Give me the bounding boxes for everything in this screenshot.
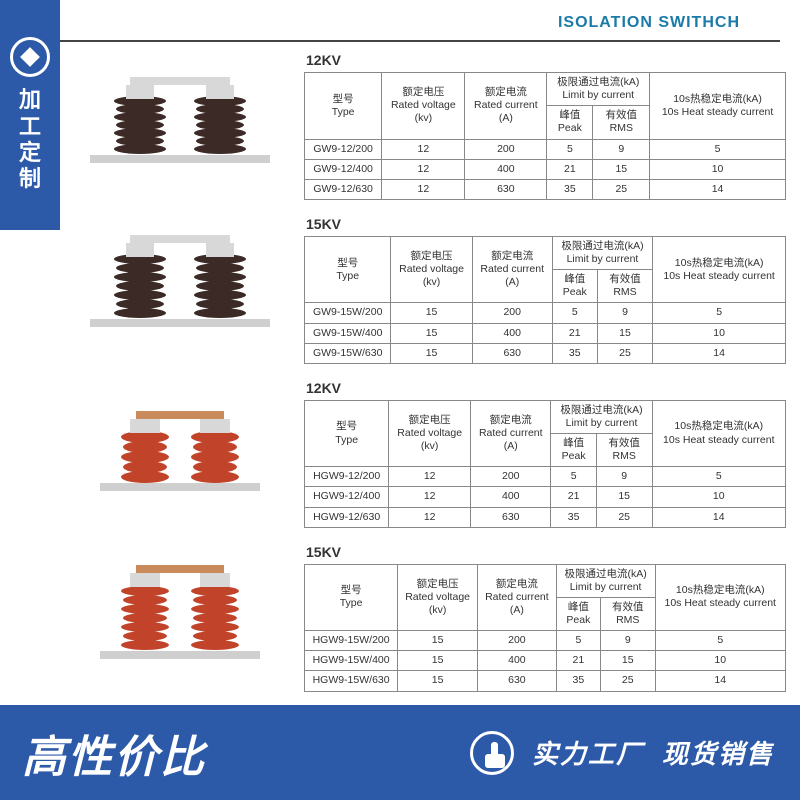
table-row: HGW9-12/40012400211510 <box>305 487 786 507</box>
col-peak: 峰值Peak <box>547 106 593 139</box>
header-rule <box>60 40 780 42</box>
table-row: GW9-15W/63015630352514 <box>305 343 786 363</box>
col-limit-group: 极限通过电流(kA)Limit by current <box>547 73 650 106</box>
hand-pointer-icon <box>470 731 514 775</box>
bottom-banner: 高性价比 实力工厂 现货销售 <box>0 705 800 800</box>
col-hs: 10s热稳定电流(kA)10s Heat steady current <box>650 73 786 140</box>
voltage-label: 15KV <box>306 216 786 232</box>
table-row: HGW9-12/63012630352514 <box>305 507 786 527</box>
table-wrap: 15KV 型号Type 额定电压Rated voltage(kv) 额定电流Ra… <box>304 214 786 364</box>
table-row: HGW9-15W/20015200595 <box>305 631 786 651</box>
table-wrap: 12KV 型号Type 额定电压Rated voltage(kv) 额定电流Ra… <box>304 50 786 200</box>
product-illustration <box>70 542 290 672</box>
banner-right: 实力工厂 现货销售 <box>470 731 800 775</box>
product-illustration <box>70 378 290 508</box>
isolator-illustration-icon <box>80 219 280 339</box>
spec-section: 15KV 型号Type 额定电压Rated voltage(kv) 额定电流Ra… <box>70 542 786 692</box>
spec-section: 15KV 型号Type 额定电压Rated voltage(kv) 额定电流Ra… <box>70 214 786 364</box>
spec-table: 型号Type 额定电压Rated voltage(kv) 额定电流Rated c… <box>304 564 786 692</box>
isolator-illustration-icon <box>80 383 280 503</box>
badge-char: 制 <box>19 166 41 192</box>
badge-char: 工 <box>19 114 41 140</box>
spec-table: 型号Type 额定电压Rated voltage(kv) 额定电流Rated c… <box>304 400 786 528</box>
col-rc: 额定电流Rated current(A) <box>465 73 547 140</box>
voltage-label: 12KV <box>306 380 786 396</box>
table-row: GW9-15W/20015200595 <box>305 303 786 323</box>
isolator-illustration-icon <box>80 55 280 175</box>
badge-gear-icon <box>10 37 50 77</box>
voltage-label: 12KV <box>306 52 786 68</box>
table-row: GW9-12/63012630352514 <box>305 179 786 199</box>
badge-text: 加 工 定 制 <box>19 87 41 193</box>
table-row: GW9-12/40012400211510 <box>305 159 786 179</box>
table-wrap: 15KV 型号Type 额定电压Rated voltage(kv) 额定电流Ra… <box>304 542 786 692</box>
table-row: GW9-12/20012200595 <box>305 139 786 159</box>
header-title-en: ISOLATION SWITHCH <box>0 0 740 32</box>
banner-text-2: 现货销售 <box>662 734 774 771</box>
table-row: HGW9-12/20012200595 <box>305 467 786 487</box>
product-illustration <box>70 50 290 180</box>
voltage-label: 15KV <box>306 544 786 560</box>
table-row: GW9-15W/40015400211510 <box>305 323 786 343</box>
badge-char: 定 <box>19 140 41 166</box>
spec-section: 12KV 型号Type 额定电压Rated voltage(kv) 额定电流Ra… <box>70 50 786 200</box>
badge-char: 加 <box>19 87 41 113</box>
table-wrap: 12KV 型号Type 额定电压Rated voltage(kv) 额定电流Ra… <box>304 378 786 528</box>
left-badge: 加 工 定 制 <box>0 0 60 230</box>
page-header: ISOLATION SWITHCH <box>0 0 800 40</box>
col-rv: 额定电压Rated voltage(kv) <box>382 73 465 140</box>
banner-text-1: 实力工厂 <box>532 734 644 771</box>
product-illustration <box>70 214 290 344</box>
col-rms: 有效值RMS <box>593 106 650 139</box>
spec-table: 型号Type 额定电压Rated voltage(kv) 额定电流Rated c… <box>304 236 786 364</box>
banner-big-text: 高性价比 <box>0 721 206 785</box>
isolator-illustration-icon <box>80 547 280 667</box>
content-area: 12KV 型号Type 额定电压Rated voltage(kv) 额定电流Ra… <box>70 50 786 700</box>
spec-table: 型号Type 额定电压Rated voltage(kv) 额定电流Rated c… <box>304 72 786 200</box>
table-row: HGW9-15W/63015630352514 <box>305 671 786 691</box>
table-row: HGW9-15W/40015400211510 <box>305 651 786 671</box>
spec-section: 12KV 型号Type 额定电压Rated voltage(kv) 额定电流Ra… <box>70 378 786 528</box>
col-type: 型号Type <box>305 73 382 140</box>
